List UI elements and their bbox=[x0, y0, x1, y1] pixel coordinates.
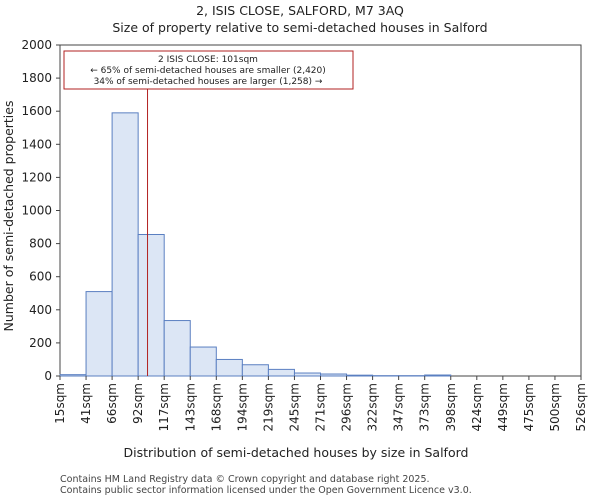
annotation-line-3: 34% of semi-detached houses are larger (… bbox=[94, 77, 323, 87]
bar-92sqm bbox=[137, 233, 165, 377]
bar-168sqm bbox=[215, 358, 243, 377]
x-tick-label: 347sqm bbox=[392, 383, 406, 431]
x-tick-label: 449sqm bbox=[496, 383, 510, 431]
bar-66sqm bbox=[111, 112, 139, 377]
x-tick-label: 92sqm bbox=[131, 383, 145, 424]
bar-373sqm bbox=[424, 374, 452, 377]
bar-271sqm bbox=[320, 373, 348, 377]
y-tick-label: 1200 bbox=[21, 170, 52, 184]
x-tick-label: 500sqm bbox=[548, 383, 562, 431]
footer-line-2: Contains public sector information licen… bbox=[60, 485, 472, 496]
x-tick-label: 143sqm bbox=[183, 383, 197, 431]
bar-194sqm bbox=[241, 364, 269, 377]
x-tick-label: 373sqm bbox=[418, 383, 432, 431]
x-tick-label: 194sqm bbox=[235, 383, 249, 431]
x-tick-label: 117sqm bbox=[157, 383, 171, 431]
footer-line-1: Contains HM Land Registry data © Crown c… bbox=[60, 474, 430, 485]
y-tick-label: 1600 bbox=[21, 104, 52, 118]
y-tick-label: 200 bbox=[29, 336, 52, 350]
x-tick-label: 526sqm bbox=[574, 383, 588, 431]
bar-143sqm bbox=[189, 346, 217, 377]
y-axis-label: Number of semi-detached properties bbox=[1, 101, 16, 332]
y-axis-ticks: 0 200 400 600 800 1000 1200 1400 1600 1800 2000 bbox=[21, 38, 60, 383]
bar-41sqm bbox=[85, 291, 113, 377]
x-axis-label: Distribution of semi-detached houses by … bbox=[124, 445, 469, 460]
y-tick-label: 400 bbox=[29, 303, 52, 317]
y-tick-label: 2000 bbox=[21, 38, 52, 52]
x-tick-label: 15sqm bbox=[53, 383, 67, 424]
annotation-line-1: 2 ISIS CLOSE: 101sqm bbox=[158, 55, 258, 65]
x-tick-label: 296sqm bbox=[340, 383, 354, 431]
chart-subtitle: Size of property relative to semi-detach… bbox=[112, 20, 487, 35]
bar-245sqm bbox=[293, 372, 322, 377]
x-tick-label: 219sqm bbox=[261, 383, 275, 431]
x-tick-label: 66sqm bbox=[105, 383, 119, 424]
x-tick-label: 245sqm bbox=[287, 383, 301, 431]
chart-title: 2, ISIS CLOSE, SALFORD, M7 3AQ bbox=[196, 3, 404, 18]
y-tick-label: 0 bbox=[44, 369, 52, 383]
x-tick-label: 322sqm bbox=[366, 383, 380, 431]
bar-296sqm bbox=[346, 374, 374, 377]
x-tick-label: 424sqm bbox=[470, 383, 484, 431]
y-tick-label: 1000 bbox=[21, 204, 52, 218]
bars-group bbox=[59, 112, 452, 377]
y-tick-label: 800 bbox=[29, 237, 52, 251]
x-tick-label: 271sqm bbox=[314, 383, 328, 431]
x-tick-label: 168sqm bbox=[209, 383, 223, 431]
bar-117sqm bbox=[163, 320, 191, 377]
x-axis-ticks: 15sqm 41sqm 66sqm 92sqm 117sqm 143sqm 168sqm 19… bbox=[53, 376, 588, 431]
bar-219sqm bbox=[267, 368, 295, 377]
annotation-line-2: ← 65% of semi-detached houses are smalle… bbox=[90, 66, 326, 76]
y-tick-label: 600 bbox=[29, 270, 52, 284]
y-tick-label: 1800 bbox=[21, 71, 52, 85]
x-tick-label: 41sqm bbox=[79, 383, 93, 424]
bar-15sqm bbox=[59, 374, 87, 377]
x-tick-label: 398sqm bbox=[444, 383, 458, 431]
y-tick-label: 1400 bbox=[21, 137, 52, 151]
x-tick-label: 475sqm bbox=[522, 383, 536, 431]
annotation-box bbox=[63, 50, 354, 90]
